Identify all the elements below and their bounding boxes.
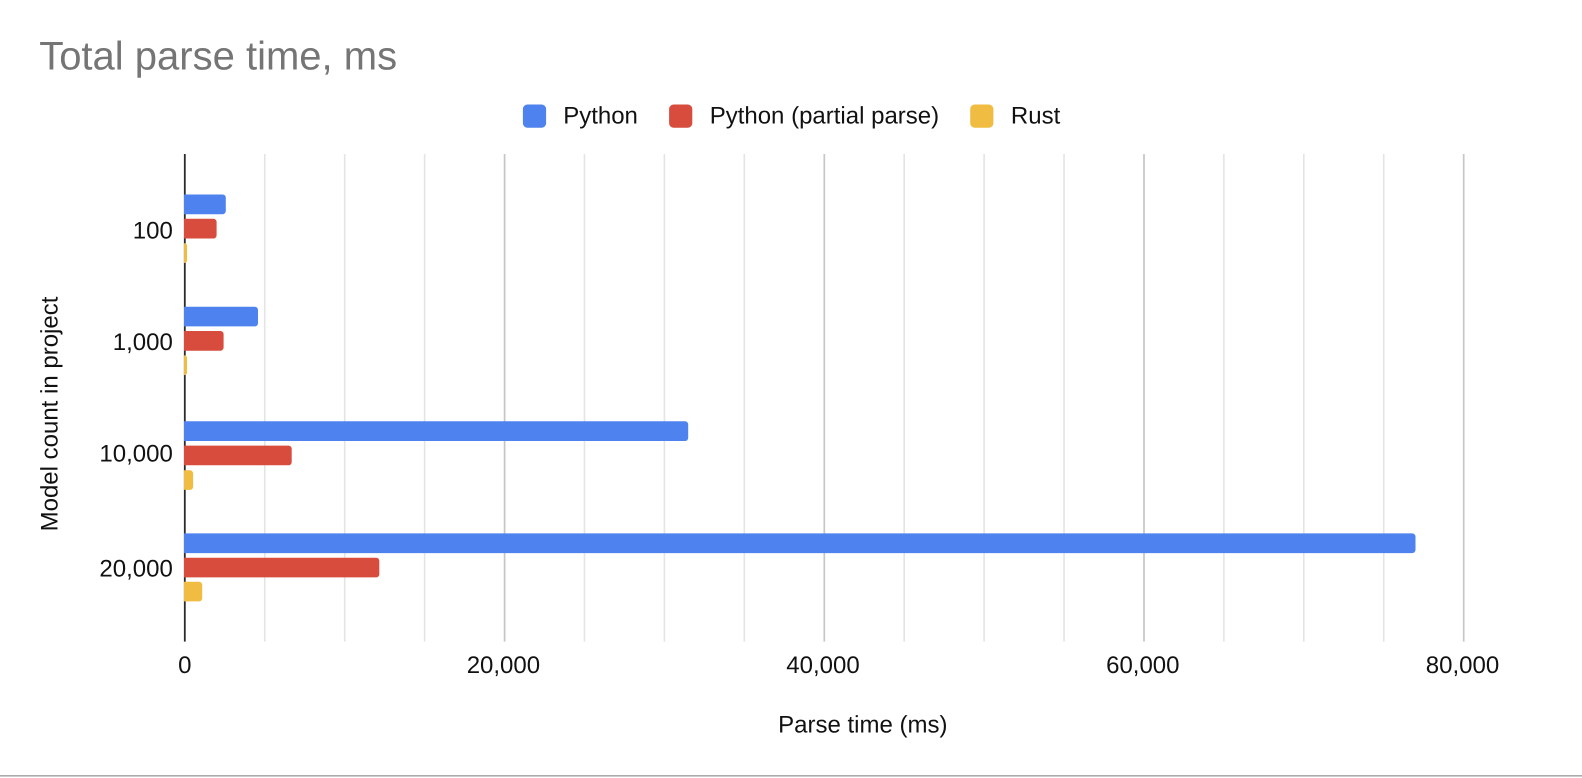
svg-text:20,000: 20,000 — [99, 556, 172, 583]
svg-text:80,000: 80,000 — [1426, 652, 1499, 679]
svg-text:0: 0 — [178, 652, 191, 679]
svg-text:Model count in project: Model count in project — [37, 296, 64, 531]
svg-text:20,000: 20,000 — [467, 652, 540, 679]
svg-text:Python (partial parse): Python (partial parse) — [710, 103, 939, 130]
svg-text:Python: Python — [563, 103, 638, 130]
svg-text:10,000: 10,000 — [99, 440, 172, 467]
svg-text:1,000: 1,000 — [113, 329, 173, 356]
svg-text:Parse time (ms): Parse time (ms) — [778, 711, 947, 738]
svg-text:60,000: 60,000 — [1106, 652, 1179, 679]
svg-text:Rust: Rust — [1011, 103, 1061, 130]
svg-text:Total parse time, ms: Total parse time, ms — [39, 34, 397, 78]
svg-text:100: 100 — [133, 218, 173, 245]
svg-text:40,000: 40,000 — [786, 652, 859, 679]
